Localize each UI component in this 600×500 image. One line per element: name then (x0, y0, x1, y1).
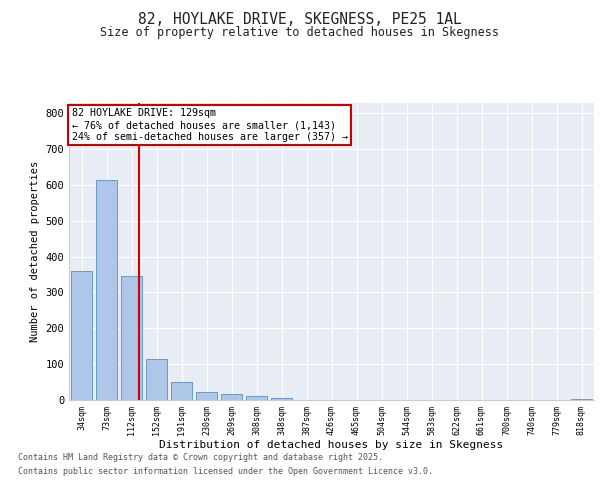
Text: Contains public sector information licensed under the Open Government Licence v3: Contains public sector information licen… (18, 468, 433, 476)
Bar (121, 276, 142, 400)
Y-axis label: Number of detached properties: Number of detached properties (30, 160, 40, 342)
Bar (271, 398, 292, 400)
Bar (146, 359, 167, 400)
X-axis label: Distribution of detached houses by size in Skegness: Distribution of detached houses by size … (160, 440, 503, 450)
Bar (171, 382, 192, 400)
Text: 82, HOYLAKE DRIVE, SKEGNESS, PE25 1AL: 82, HOYLAKE DRIVE, SKEGNESS, PE25 1AL (138, 12, 462, 28)
Bar (246, 396, 267, 400)
Bar (196, 392, 217, 400)
Bar (221, 394, 242, 400)
Bar (571, 399, 592, 400)
Bar (96, 180, 117, 400)
Bar (71, 271, 92, 400)
Text: 82 HOYLAKE DRIVE: 129sqm
← 76% of detached houses are smaller (1,143)
24% of sem: 82 HOYLAKE DRIVE: 129sqm ← 76% of detach… (71, 108, 347, 142)
Text: Contains HM Land Registry data © Crown copyright and database right 2025.: Contains HM Land Registry data © Crown c… (18, 452, 383, 462)
Text: Size of property relative to detached houses in Skegness: Size of property relative to detached ho… (101, 26, 499, 39)
